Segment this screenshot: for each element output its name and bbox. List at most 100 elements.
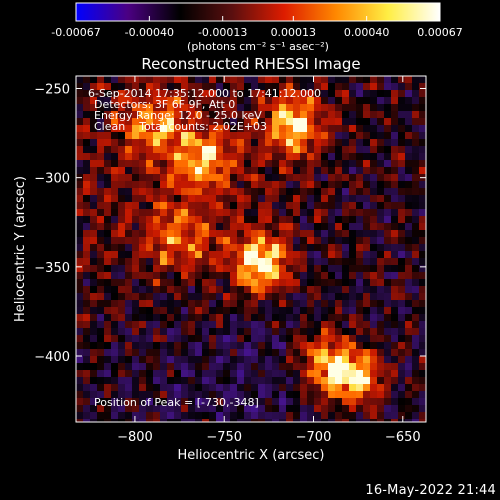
heatmap-cell [321,342,329,350]
colorbar-tick-label: 0.00040 [344,26,390,39]
heatmap-cell [405,237,413,245]
heatmap-cell [265,153,273,161]
heatmap-cell [349,76,357,84]
heatmap-cell [132,419,140,422]
heatmap-cell [174,384,182,392]
heatmap-cell [146,97,154,105]
heatmap-cell [167,321,175,329]
heatmap-cell [412,307,420,315]
annotation-detectors: Detectors: 3F 6F 9F, Att 0 [94,98,235,111]
heatmap-cell [216,251,224,259]
heatmap-cell [370,293,378,301]
heatmap-cell [153,412,161,420]
heatmap-cell [216,237,224,245]
heatmap-cell [335,223,343,231]
heatmap-cell [391,111,399,119]
heatmap-cell [202,209,210,217]
y-axis-ticks: −250−300−350−400 [34,82,426,365]
heatmap-cell [405,356,413,364]
heatmap-cell [363,230,371,238]
heatmap-cell [76,398,84,406]
heatmap-cell [321,125,329,133]
heatmap-cell [412,300,420,308]
heatmap-cell [139,125,147,133]
heatmap-cell [139,153,147,161]
colorbar-tick-label: -0.00040 [125,26,174,39]
heatmap-cell [412,321,420,329]
heatmap-cell [349,188,357,196]
heatmap-cell [272,356,280,364]
heatmap-cell [153,237,161,245]
heatmap-cell [118,356,126,364]
heatmap-cell [370,265,378,273]
heatmap-cell [356,314,364,322]
heatmap-cell [363,419,371,422]
heatmap-cell [279,181,287,189]
heatmap-cell [174,223,182,231]
heatmap-cell [230,188,238,196]
heatmap-cell [293,419,301,422]
heatmap-cell [97,370,105,378]
heatmap-cell [97,272,105,280]
heatmap-cell [209,412,217,420]
heatmap-cell [272,118,280,126]
heatmap-cell [244,188,252,196]
heatmap-cell [83,363,91,371]
heatmap-cell [342,153,350,161]
heatmap-cell [391,398,399,406]
heatmap-cell [111,321,119,329]
heatmap-cell [188,230,196,238]
heatmap-cell [405,167,413,175]
heatmap-cell [300,188,308,196]
heatmap-cell [328,188,336,196]
heatmap-cell [398,209,406,217]
heatmap-cell [419,272,426,280]
heatmap-cell [370,188,378,196]
heatmap-cell [237,202,245,210]
heatmap-cell [223,405,231,413]
heatmap-cell [111,195,119,203]
heatmap-cell [83,153,91,161]
heatmap-cell [118,335,126,343]
heatmap-cell [153,293,161,301]
heatmap-cell [300,398,308,406]
heatmap-cell [244,314,252,322]
heatmap-cell [398,125,406,133]
heatmap-cell [405,195,413,203]
heatmap-cell [209,153,217,161]
heatmap-cell [391,188,399,196]
heatmap-cell [314,195,322,203]
heatmap-cell [335,230,343,238]
heatmap-cell [356,321,364,329]
heatmap-cell [398,314,406,322]
heatmap-cell [104,370,112,378]
heatmap-cell [349,251,357,259]
heatmap-cell [349,314,357,322]
heatmap-cell [286,83,294,91]
heatmap-cell [321,104,329,112]
heatmap-cell [405,251,413,259]
heatmap-cell [202,258,210,266]
heatmap-cell [132,90,140,98]
heatmap-cell [125,265,133,273]
heatmap-cell [328,398,336,406]
heatmap-cell [349,125,357,133]
heatmap-cell [342,209,350,217]
heatmap-cell [314,384,322,392]
heatmap-cell [125,90,133,98]
heatmap-cell [104,90,112,98]
heatmap-cell [363,314,371,322]
heatmap-cell [377,391,385,399]
heatmap-cell [405,258,413,266]
heatmap-cell [97,237,105,245]
heatmap-cell [419,286,426,294]
heatmap-cell [202,363,210,371]
heatmap-cell [300,342,308,350]
heatmap-cell [419,139,426,147]
heatmap-cell [370,223,378,231]
heatmap-cell [104,342,112,350]
heatmap-cell [125,195,133,203]
heatmap-cell [314,265,322,273]
heatmap-cell [258,293,266,301]
heatmap-cell [104,314,112,322]
